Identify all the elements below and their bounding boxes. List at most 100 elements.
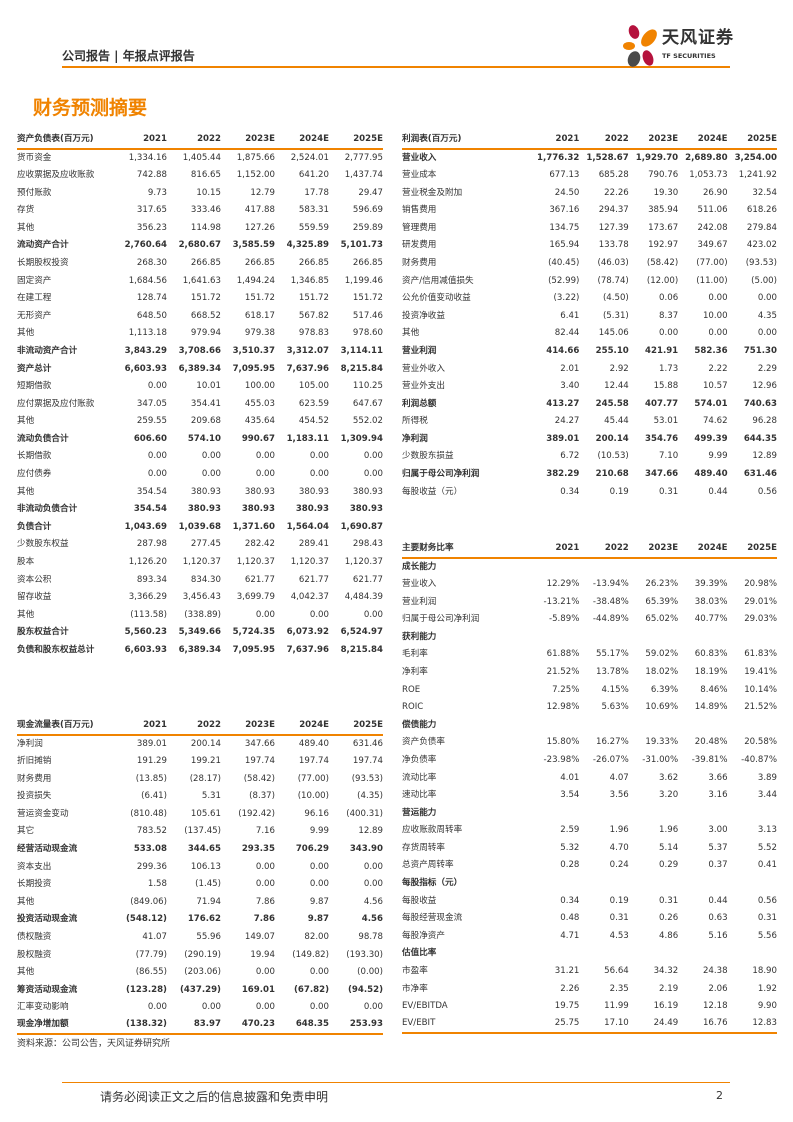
row-label: 速动比率 bbox=[402, 790, 437, 801]
cell-value: 668.52 bbox=[190, 310, 221, 321]
cell-value: 12.44 bbox=[604, 381, 629, 392]
cell-value: 21.52% bbox=[546, 666, 580, 677]
cell-value: 266.85 bbox=[190, 257, 221, 268]
row-label: 每股收益 bbox=[402, 895, 437, 906]
cell-value: 279.84 bbox=[746, 222, 777, 233]
cell-value: 3,312.07 bbox=[286, 345, 329, 356]
cell-value: 6.72 bbox=[560, 451, 580, 462]
row-label: 净利润 bbox=[402, 433, 428, 444]
cell-value: 24.50 bbox=[554, 187, 580, 198]
table-row: 归属于母公司净利润 382.29 210.68 347.66 489.40 631.46 bbox=[402, 465, 777, 483]
table-row: 股东权益合计 5,560.23 5,349.66 5,724.35 6,073.92 6,… bbox=[17, 624, 383, 642]
cell-value: 15.88 bbox=[653, 381, 679, 392]
section-header-row: 估值比率 bbox=[402, 945, 777, 963]
cell-value: 6,073.92 bbox=[286, 627, 329, 638]
cell-value: 893.34 bbox=[136, 574, 167, 585]
cell-value: 149.07 bbox=[244, 931, 275, 942]
cell-value: 380.93 bbox=[241, 504, 275, 515]
cell-value: 978.60 bbox=[352, 328, 383, 339]
cell-value: 631.46 bbox=[743, 469, 777, 480]
cell-value: 134.75 bbox=[549, 222, 580, 233]
cell-value: 0.00 bbox=[255, 609, 275, 620]
row-label: 财务费用 bbox=[402, 257, 437, 268]
row-label: 每股收益（元） bbox=[402, 486, 463, 497]
table-row: 利润总额 413.27 245.58 407.77 574.01 740.63 bbox=[402, 395, 777, 413]
cell-value: (5.00) bbox=[751, 275, 777, 286]
cell-value: 106.13 bbox=[190, 861, 221, 872]
cell-value: 3.66 bbox=[708, 772, 728, 783]
cell-value: 354.54 bbox=[136, 486, 167, 497]
row-label: 流动负债合计 bbox=[17, 433, 69, 444]
cell-value: 1,371.60 bbox=[232, 521, 275, 532]
cell-value: 2.06 bbox=[708, 983, 728, 994]
cell-value: 197.74 bbox=[298, 755, 329, 766]
cell-value: 343.90 bbox=[349, 843, 383, 854]
cell-value: (192.42) bbox=[238, 808, 275, 819]
row-label: 资本支出 bbox=[17, 861, 52, 872]
row-label: 市盈率 bbox=[402, 966, 428, 977]
table-header-row: 资产负债表(百万元) 2021 2022 2023E 2024E 2025E bbox=[17, 131, 383, 150]
table-row: 股本 1,126.20 1,120.37 1,120.37 1,120.37 1,120.… bbox=[17, 553, 383, 571]
row-label: 应付债券 bbox=[17, 469, 52, 480]
cell-value: 176.62 bbox=[187, 914, 221, 925]
cell-value: 517.46 bbox=[352, 310, 383, 321]
cell-value: 8.37 bbox=[659, 310, 679, 321]
cell-value: 4.56 bbox=[361, 914, 383, 925]
cell-value: 1,183.11 bbox=[286, 433, 329, 444]
cell-value: 0.44 bbox=[708, 486, 728, 497]
table-row: 投资损失 (6.41) 5.31 (8.37) (10.00) (4.35) bbox=[17, 787, 383, 805]
cell-value: 10.00 bbox=[702, 310, 728, 321]
cell-value: 31.21 bbox=[554, 966, 580, 977]
cell-value: 29.01% bbox=[744, 596, 777, 607]
row-label: 长期借款 bbox=[17, 451, 52, 462]
cell-value: 9.90 bbox=[757, 1001, 777, 1012]
cell-value: 2.19 bbox=[659, 983, 679, 994]
cell-value: 20.48% bbox=[694, 737, 728, 748]
cell-value: 574.01 bbox=[694, 398, 728, 409]
cell-value: -39.81% bbox=[691, 754, 728, 765]
cell-value: 0.34 bbox=[560, 895, 580, 906]
table-row: 总资产周转率 0.28 0.24 0.29 0.37 0.41 bbox=[402, 857, 777, 875]
row-label: 研发费用 bbox=[402, 240, 437, 251]
table-row: 营业收入 1,776.32 1,528.67 1,929.70 2,689.80 3,25… bbox=[402, 149, 777, 167]
row-label: 归属于母公司净利润 bbox=[402, 469, 480, 480]
row-label: 流动资产合计 bbox=[17, 240, 69, 251]
cell-value: 382.29 bbox=[546, 469, 580, 480]
cell-value: (290.19) bbox=[184, 949, 221, 960]
cell-value: 333.46 bbox=[190, 205, 221, 216]
cell-value: 0.31 bbox=[659, 895, 679, 906]
cell-value: 45.44 bbox=[604, 416, 629, 427]
cell-value: (77.00) bbox=[696, 257, 728, 268]
row-label: 资本公积 bbox=[17, 574, 52, 585]
cell-value bbox=[530, 804, 579, 822]
table-row: 销售费用 367.16 294.37 385.94 511.06 618.26 bbox=[402, 201, 777, 219]
cell-value: (138.32) bbox=[113, 1016, 167, 1035]
cell-value: 1,437.74 bbox=[344, 169, 383, 180]
cell-value: 3.40 bbox=[560, 381, 580, 392]
cell-value: 6,524.97 bbox=[340, 627, 383, 638]
income-statement-table: 利润表(百万元) 2021 2022 2023E 2024E 2025E 营业收入 1,776… bbox=[402, 131, 777, 500]
table-row: 营业收入 12.29% -13.94% 26.23% 39.39% 20.98% bbox=[402, 575, 777, 593]
cell-value: 621.77 bbox=[298, 574, 329, 585]
row-label: 存货 bbox=[17, 205, 35, 216]
row-label: 其他 bbox=[17, 486, 35, 497]
cell-value bbox=[678, 874, 727, 892]
table-row: 营运资金变动 (810.48) 105.61 (192.42) 96.16 (400.31… bbox=[17, 805, 383, 823]
cell-value: 0.00 bbox=[147, 469, 167, 480]
cell-value: 277.45 bbox=[190, 539, 221, 550]
cell-value bbox=[678, 804, 727, 822]
cell-value: 2.29 bbox=[757, 363, 777, 374]
cell-value: 417.88 bbox=[244, 205, 275, 216]
cell-value: 0.63 bbox=[708, 913, 728, 924]
cell-value: 151.72 bbox=[244, 293, 275, 304]
cell-value: 34.32 bbox=[653, 966, 679, 977]
row-label: 每股指标（元） bbox=[402, 878, 463, 889]
row-label: 股东权益合计 bbox=[17, 627, 69, 638]
cell-value: 293.35 bbox=[241, 843, 275, 854]
row-label: 营运资金变动 bbox=[17, 808, 69, 819]
row-label: 存货周转率 bbox=[402, 842, 445, 853]
cell-value: 742.88 bbox=[136, 169, 167, 180]
table-row: 净利率 21.52% 13.78% 18.02% 18.19% 19.41% bbox=[402, 663, 777, 681]
logo-chinese-name: 天风证券 bbox=[662, 28, 734, 48]
cell-value: 0.56 bbox=[757, 895, 777, 906]
